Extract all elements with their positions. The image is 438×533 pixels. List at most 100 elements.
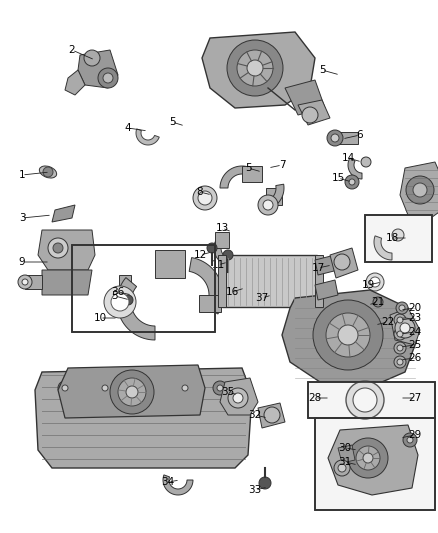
Polygon shape bbox=[262, 184, 284, 210]
Circle shape bbox=[193, 186, 217, 210]
Circle shape bbox=[356, 446, 380, 470]
Circle shape bbox=[397, 331, 403, 337]
Circle shape bbox=[98, 381, 112, 395]
Circle shape bbox=[247, 60, 263, 76]
Text: 10: 10 bbox=[93, 313, 106, 323]
Circle shape bbox=[334, 254, 350, 270]
Polygon shape bbox=[38, 230, 95, 270]
Circle shape bbox=[123, 295, 133, 305]
Polygon shape bbox=[114, 286, 132, 320]
Text: 19: 19 bbox=[361, 280, 374, 290]
Circle shape bbox=[118, 378, 146, 406]
Text: 14: 14 bbox=[341, 153, 355, 163]
Text: 3: 3 bbox=[19, 213, 25, 223]
Polygon shape bbox=[390, 308, 420, 345]
Circle shape bbox=[213, 381, 227, 395]
Polygon shape bbox=[282, 290, 415, 385]
Ellipse shape bbox=[346, 381, 384, 419]
Text: 34: 34 bbox=[161, 477, 175, 487]
Circle shape bbox=[58, 381, 72, 395]
Text: 32: 32 bbox=[248, 410, 261, 420]
Circle shape bbox=[327, 130, 343, 146]
Polygon shape bbox=[199, 295, 221, 312]
Circle shape bbox=[326, 313, 370, 357]
Circle shape bbox=[302, 107, 318, 123]
Text: 8: 8 bbox=[197, 187, 203, 197]
Circle shape bbox=[237, 50, 273, 86]
Polygon shape bbox=[136, 129, 159, 145]
Bar bbox=[72, 245, 215, 332]
Text: 30: 30 bbox=[339, 443, 352, 453]
Polygon shape bbox=[189, 257, 223, 314]
Circle shape bbox=[259, 477, 271, 489]
Circle shape bbox=[227, 40, 283, 96]
Circle shape bbox=[233, 393, 243, 403]
Polygon shape bbox=[202, 32, 315, 108]
Bar bbox=[308, 382, 435, 418]
Circle shape bbox=[43, 167, 53, 177]
Circle shape bbox=[263, 200, 273, 210]
Circle shape bbox=[22, 279, 28, 285]
Polygon shape bbox=[298, 100, 330, 125]
Polygon shape bbox=[266, 188, 282, 205]
Text: 6: 6 bbox=[357, 130, 363, 140]
Circle shape bbox=[223, 250, 233, 260]
Circle shape bbox=[406, 176, 434, 204]
Polygon shape bbox=[220, 378, 258, 415]
Text: 5: 5 bbox=[112, 291, 118, 301]
Circle shape bbox=[345, 175, 359, 189]
Circle shape bbox=[397, 345, 403, 351]
Polygon shape bbox=[335, 132, 358, 144]
Text: 17: 17 bbox=[311, 263, 325, 273]
Ellipse shape bbox=[39, 166, 57, 178]
Circle shape bbox=[348, 438, 388, 478]
Polygon shape bbox=[35, 368, 252, 468]
Circle shape bbox=[18, 275, 32, 289]
Circle shape bbox=[395, 318, 415, 338]
Circle shape bbox=[394, 328, 406, 340]
Polygon shape bbox=[52, 205, 75, 222]
Bar bbox=[315, 418, 435, 510]
Polygon shape bbox=[163, 475, 193, 495]
Bar bbox=[315, 255, 323, 307]
Text: 2: 2 bbox=[69, 45, 75, 55]
Circle shape bbox=[397, 359, 403, 365]
Circle shape bbox=[258, 195, 278, 215]
Circle shape bbox=[399, 305, 405, 311]
Polygon shape bbox=[58, 365, 205, 418]
Bar bbox=[365, 215, 432, 262]
Text: 36: 36 bbox=[111, 287, 125, 297]
Text: 5: 5 bbox=[245, 163, 251, 173]
Polygon shape bbox=[119, 275, 131, 290]
Text: 5: 5 bbox=[319, 65, 325, 75]
Text: 15: 15 bbox=[332, 173, 345, 183]
Text: 12: 12 bbox=[193, 250, 207, 260]
Polygon shape bbox=[330, 248, 358, 278]
Bar bbox=[308, 382, 435, 418]
Polygon shape bbox=[400, 162, 438, 220]
Circle shape bbox=[53, 243, 63, 253]
Circle shape bbox=[178, 381, 192, 395]
Text: 20: 20 bbox=[409, 303, 421, 313]
Text: 27: 27 bbox=[408, 393, 422, 403]
Circle shape bbox=[102, 385, 108, 391]
Text: 9: 9 bbox=[19, 257, 25, 267]
Text: 26: 26 bbox=[408, 353, 422, 363]
Polygon shape bbox=[242, 166, 262, 182]
Circle shape bbox=[397, 317, 403, 323]
Text: 35: 35 bbox=[221, 387, 235, 397]
Text: 21: 21 bbox=[371, 297, 385, 307]
Text: 22: 22 bbox=[381, 317, 395, 327]
Circle shape bbox=[363, 453, 373, 463]
Circle shape bbox=[264, 407, 280, 423]
Circle shape bbox=[110, 370, 154, 414]
Circle shape bbox=[182, 385, 188, 391]
Circle shape bbox=[366, 273, 384, 291]
Circle shape bbox=[98, 68, 118, 88]
Circle shape bbox=[126, 386, 138, 398]
Text: 23: 23 bbox=[408, 313, 422, 323]
Circle shape bbox=[84, 50, 100, 66]
Circle shape bbox=[338, 325, 358, 345]
Text: 13: 13 bbox=[215, 223, 229, 233]
Polygon shape bbox=[315, 280, 338, 300]
